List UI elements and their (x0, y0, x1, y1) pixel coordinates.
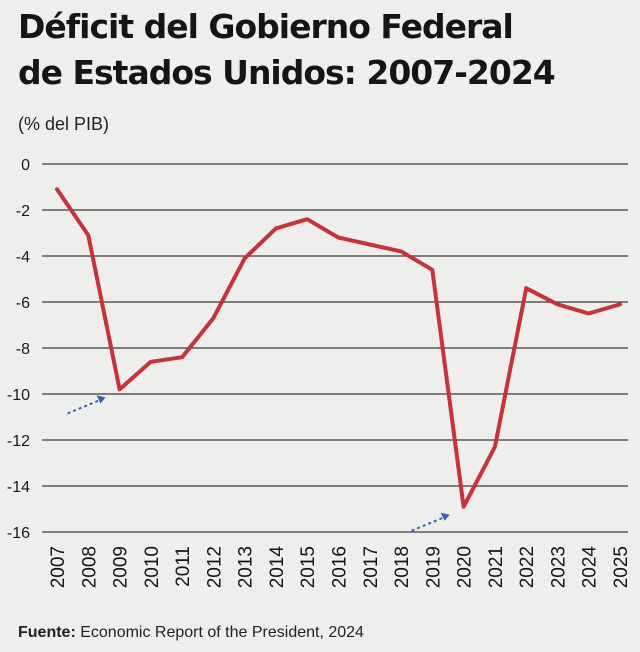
annotation-arrow-head (96, 395, 106, 404)
x-tick-label: 2020 (455, 546, 476, 588)
source-text: Economic Report of the President, 2024 (75, 624, 364, 641)
x-tick-label: 2025 (611, 546, 632, 588)
x-tick-label: 2022 (517, 546, 538, 588)
y-tick-label: -10 (7, 387, 30, 404)
data-point (430, 268, 434, 272)
data-point (587, 312, 591, 315)
data-point (555, 302, 559, 306)
annotation-arrow-shaft (411, 515, 446, 532)
annotation-arrow-head (440, 512, 450, 521)
x-tick-label: 2024 (580, 546, 601, 589)
x-tick-label: 2013 (236, 546, 257, 588)
data-point (462, 505, 466, 509)
annotations (67, 395, 450, 532)
data-point (86, 233, 90, 237)
data-point (274, 226, 278, 230)
gridlines (42, 163, 628, 533)
units-label: (% del PIB) (18, 114, 110, 134)
y-tick-label: -2 (16, 203, 30, 220)
x-tick-label: 2017 (361, 546, 382, 588)
x-tick-label: 2023 (548, 546, 569, 588)
data-point (118, 387, 122, 391)
data-point (618, 302, 622, 306)
chart-title: Déficit del Gobierno Federal de Estados … (18, 4, 618, 96)
y-tick-label: -6 (16, 295, 30, 312)
x-tick-label: 2021 (486, 546, 507, 588)
y-tick-label: -14 (7, 479, 30, 496)
y-tick-label: -8 (16, 341, 30, 358)
x-tick-label: 2016 (330, 546, 351, 588)
x-tick-label: 2014 (267, 546, 288, 589)
chart-title-line-1: Déficit del Gobierno Federal (18, 7, 514, 46)
y-tick-label: -4 (16, 249, 30, 266)
data-point (243, 256, 247, 260)
chart-title-line-2: de Estados Unidos: 2007-2024 (18, 53, 556, 92)
data-point (305, 217, 309, 221)
x-tick-label: 2011 (173, 546, 194, 587)
x-tick-label: 2008 (79, 546, 100, 588)
data-point (149, 360, 153, 364)
x-tick-label: 2007 (48, 546, 69, 588)
data-point (493, 445, 497, 449)
y-tick-label: -16 (7, 525, 30, 542)
x-tick-label: 2010 (142, 546, 163, 588)
series-group (55, 187, 622, 509)
x-tick-label: 2018 (392, 546, 413, 588)
data-point (524, 286, 528, 290)
data-point (180, 355, 184, 359)
source-label: Fuente: (18, 624, 76, 641)
data-point (337, 236, 340, 240)
x-tick-label: 2009 (111, 546, 132, 588)
x-tick-label: 2019 (423, 546, 444, 588)
y-tick-label: 0 (21, 157, 30, 174)
y-tick-label: -12 (7, 433, 30, 450)
annotation-arrow-shaft (67, 398, 102, 415)
x-tick-label: 2012 (204, 546, 225, 588)
data-point (211, 316, 215, 320)
data-point (55, 187, 59, 191)
data-point (399, 249, 403, 253)
x-axis-ticks: 2007 2008 2009 2010 2011 2012 2013 2014 2015 2016… (48, 546, 632, 589)
y-axis-ticks: 0 -2 -4 -6 -8 -10 -12 -14 -16 (7, 157, 30, 542)
annotation-arrow (411, 512, 450, 532)
annotation-arrow (67, 395, 106, 415)
x-tick-label: 2015 (298, 546, 319, 588)
source-note: Fuente: Economic Report of the President… (18, 624, 364, 642)
data-point (368, 243, 372, 246)
